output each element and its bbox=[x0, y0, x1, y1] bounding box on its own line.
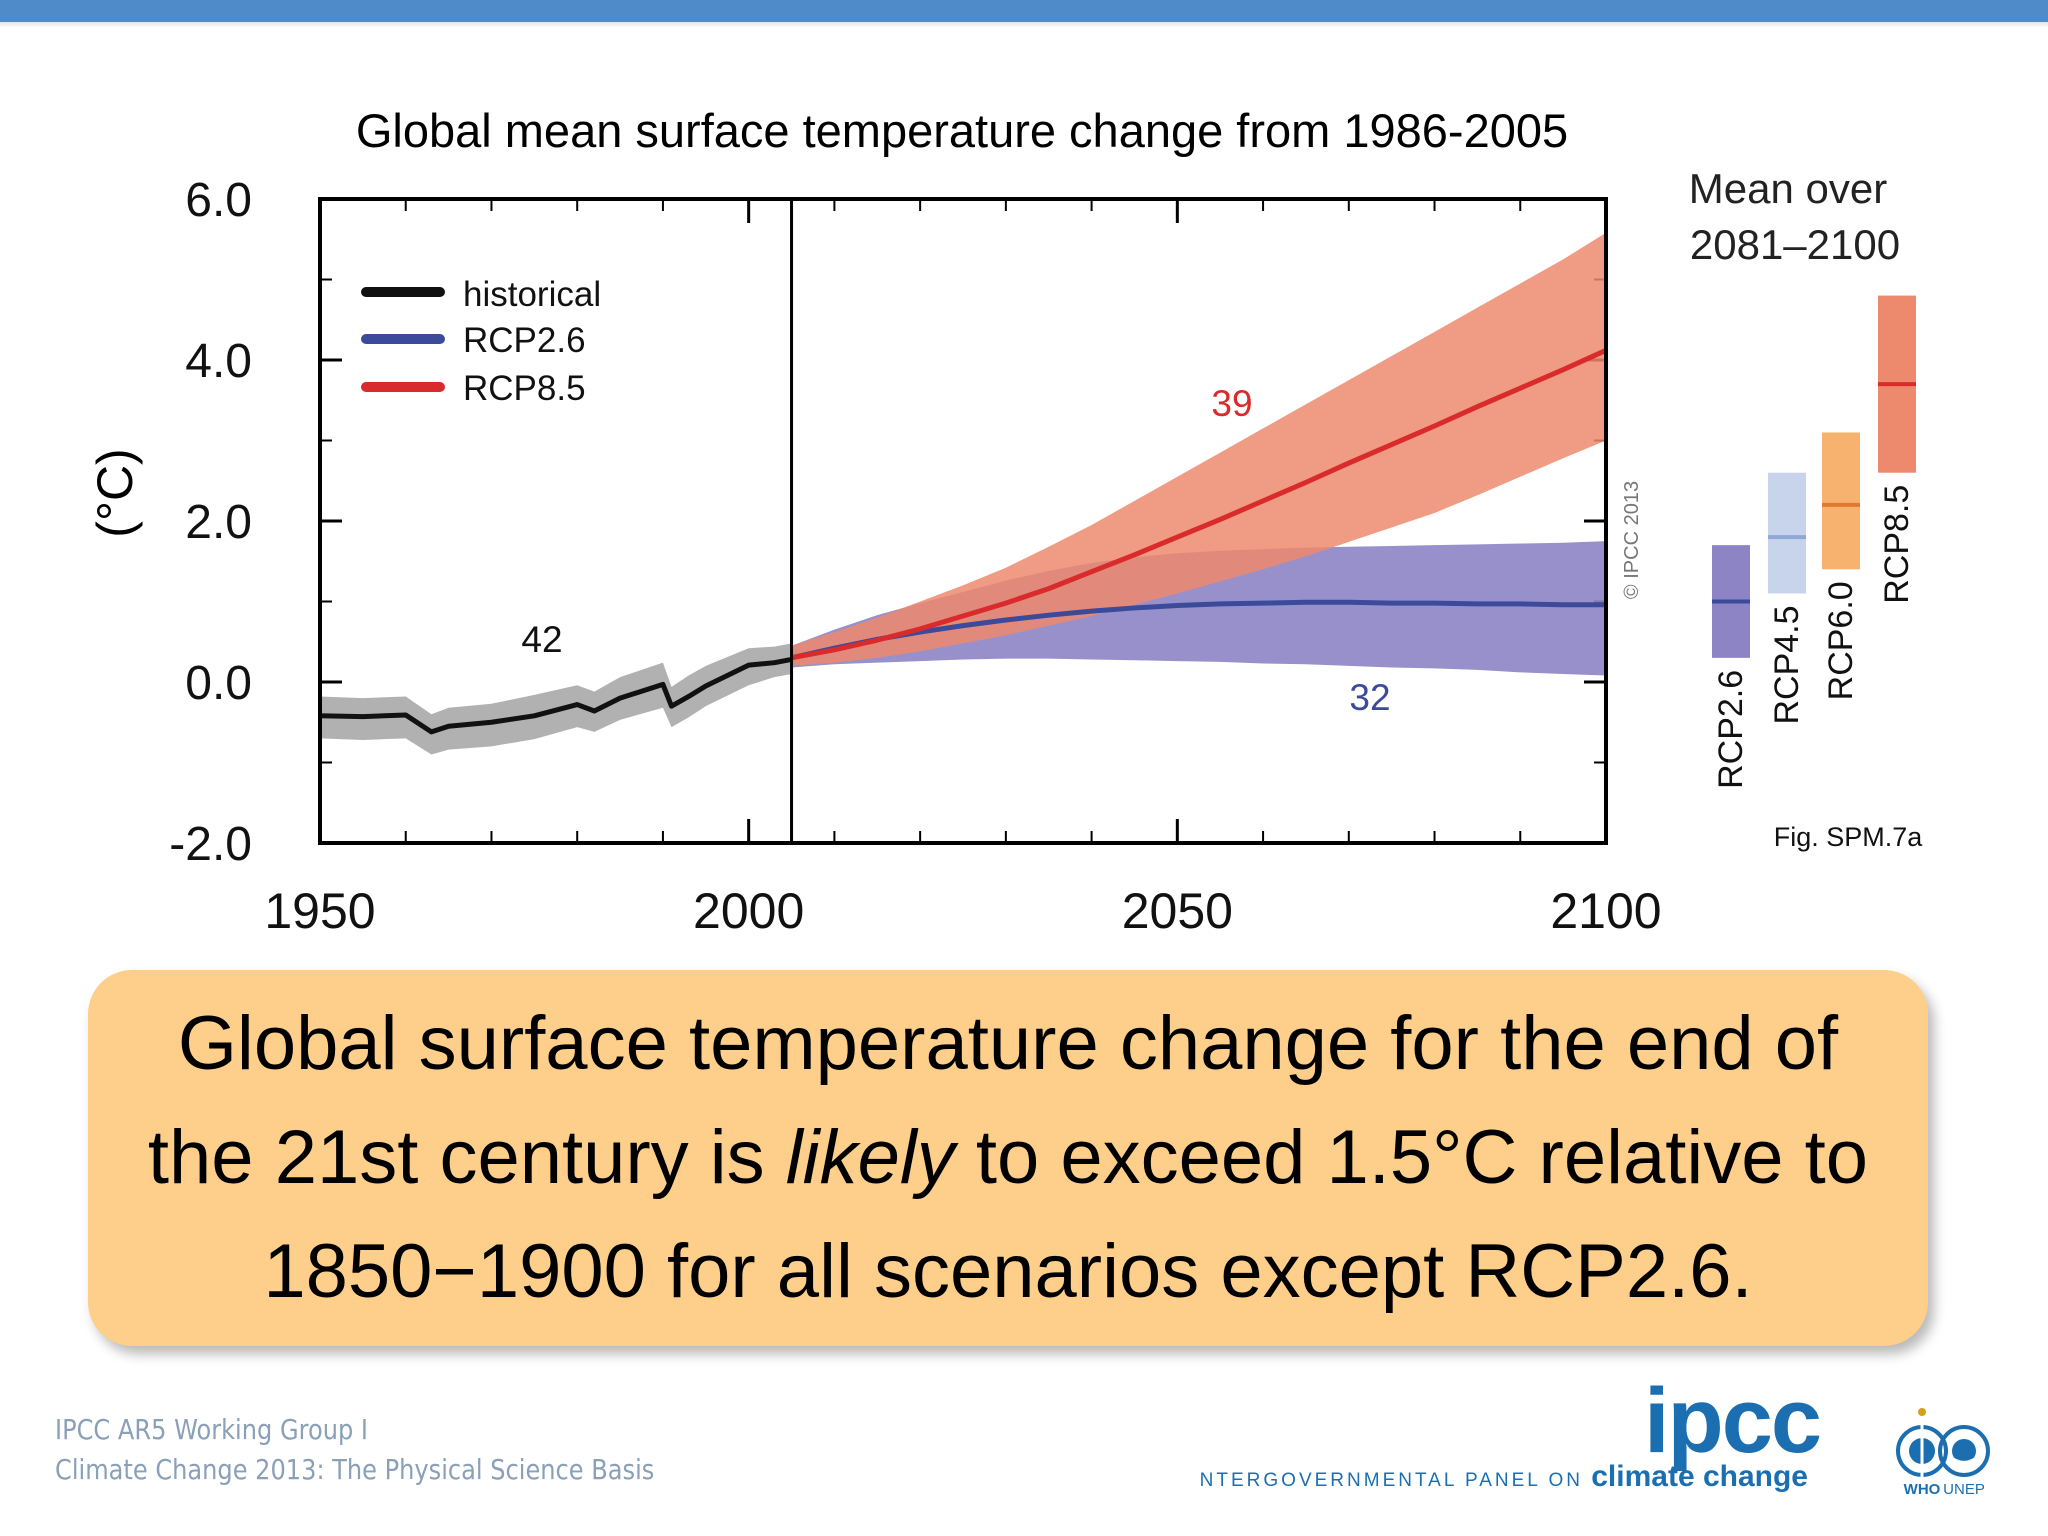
ipcc-panel-name-prefix: INTERGOVERNMENTAL PANEL ON bbox=[1200, 1470, 1591, 1491]
x-tick-label: 2050 bbox=[1122, 883, 1233, 939]
side-bar-rcp60 bbox=[1822, 432, 1860, 570]
legend-label-rcp85: RCP8.5 bbox=[463, 369, 586, 408]
legend-label-historical: historical bbox=[463, 275, 601, 314]
side-bar-label-rcp26: RCP2.6 bbox=[1712, 670, 1750, 789]
side-panel-title-line1: Mean over bbox=[1689, 165, 1887, 212]
x-tick-label: 2000 bbox=[693, 883, 804, 939]
uncertainty-band-rcp85 bbox=[791, 232, 1606, 666]
unep-emblem-icon bbox=[1938, 1425, 1990, 1477]
who-label: WHO bbox=[1904, 1481, 1941, 1498]
y-tick-label: 2.0 bbox=[185, 496, 252, 549]
y-tick-label: 6.0 bbox=[185, 174, 252, 227]
x-tick-label: 2100 bbox=[1550, 883, 1661, 939]
unep-label: UNEP bbox=[1943, 1481, 1985, 1498]
figure-reference: Fig. SPM.7a bbox=[1774, 822, 1924, 852]
uncertainty-band-historical bbox=[320, 643, 792, 755]
footer-logos: ipcc INTERGOVERNMENTAL PANEL ON climate … bbox=[1200, 1370, 1990, 1498]
temperature-chart: Global mean surface temperature change f… bbox=[87, 104, 1924, 939]
y-tick-label: 4.0 bbox=[185, 335, 252, 388]
callout-line-3: 1850−1900 for all scenarios except RCP2.… bbox=[263, 1229, 1753, 1314]
side-panel-title-line2: 2081–2100 bbox=[1690, 221, 1900, 268]
annotation-rcp26-count: 32 bbox=[1349, 677, 1390, 718]
series-line-rcp85 bbox=[791, 348, 1608, 661]
ipcc-panel-name-climate-change: climate change bbox=[1591, 1460, 1808, 1493]
key-finding-callout: Global surface temperature change for th… bbox=[88, 970, 1928, 1346]
who-emblem-icon bbox=[1896, 1408, 1948, 1480]
annotation-rcp85-count: 39 bbox=[1211, 383, 1252, 424]
top-accent-bar bbox=[0, 0, 2048, 22]
chart-title: Global mean surface temperature change f… bbox=[356, 104, 1568, 157]
callout-line-2-start: the 21st century is bbox=[147, 1115, 786, 1200]
side-bar-label-rcp45: RCP4.5 bbox=[1768, 605, 1806, 724]
x-tick-label: 1950 bbox=[264, 883, 375, 939]
plot-frame bbox=[318, 197, 1608, 845]
y-tick-label: -2.0 bbox=[169, 818, 252, 871]
side-bar-label-rcp85: RCP8.5 bbox=[1878, 485, 1916, 604]
ipcc-logo-wordmark: ipcc bbox=[1644, 1370, 1820, 1472]
y-axis-label: (°C) bbox=[87, 448, 143, 537]
callout-likely-emphasis: likely bbox=[785, 1115, 955, 1200]
top-accent-shadow bbox=[0, 22, 2048, 28]
annotation-historical-count: 42 bbox=[521, 619, 562, 660]
legend-label-rcp26: RCP2.6 bbox=[463, 321, 586, 360]
callout-line-2-end: to exceed 1.5°C relative to bbox=[954, 1115, 1869, 1200]
uncertainty-band-rcp26 bbox=[791, 541, 1606, 676]
legend: historical RCP2.6 RCP8.5 bbox=[361, 275, 601, 408]
series-line-historical bbox=[319, 657, 792, 735]
y-tick-label: 0.0 bbox=[185, 657, 252, 710]
callout-text: Global surface temperature change for th… bbox=[148, 987, 1868, 1329]
ipcc-panel-name: INTERGOVERNMENTAL PANEL ON climate chang… bbox=[1200, 1460, 1808, 1493]
callout-line-1: Global surface temperature change for th… bbox=[177, 1001, 1839, 1086]
series-line-rcp26 bbox=[790, 599, 1606, 661]
side-bar-rcp45 bbox=[1768, 472, 1806, 594]
footer-credit: IPCC AR5 Working Group I Climate Change … bbox=[55, 1410, 654, 1490]
side-bar-label-rcp60: RCP6.0 bbox=[1822, 581, 1860, 700]
footer-credit-line-1: IPCC AR5 Working Group I bbox=[55, 1413, 369, 1446]
footer-credit-line-2: Climate Change 2013: The Physical Scienc… bbox=[55, 1453, 655, 1486]
copyright-note: © IPCC 2013 bbox=[1621, 481, 1643, 599]
